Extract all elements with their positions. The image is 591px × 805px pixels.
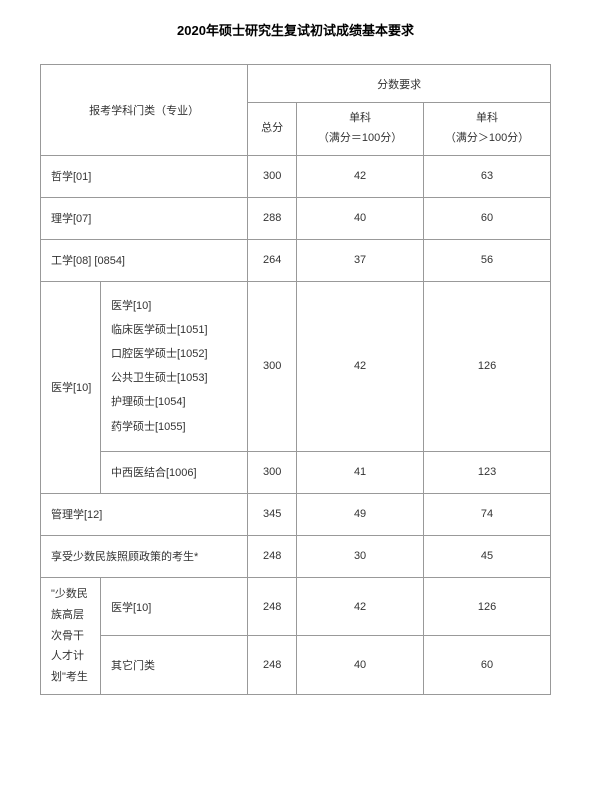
row-total: 300 [248,451,297,493]
row-s1: 42 [297,577,424,636]
row-total: 300 [248,281,297,451]
row-s2: 123 [424,451,551,493]
sublist-item: 公共卫生硕士[1053] [111,366,237,390]
row-total: 288 [248,197,297,239]
row-name: 医学[10] [101,577,248,636]
sublist-item: 临床医学硕士[1051] [111,318,237,342]
header-score-req: 分数要求 [248,65,551,103]
table-row: 医学[10] 医学[10] 临床医学硕士[1051] 口腔医学硕士[1052] … [41,281,551,451]
sublist-item: 口腔医学硕士[1052] [111,342,237,366]
row-s2: 126 [424,281,551,451]
row-total: 345 [248,493,297,535]
row-s2: 126 [424,577,551,636]
header-total-label: 总分 [256,119,288,139]
header-subject2-label: 单科 [432,109,542,129]
row-s1: 37 [297,239,424,281]
row-name: 管理学[12] [41,493,248,535]
row-s2: 45 [424,535,551,577]
row-s1: 41 [297,451,424,493]
row-sublist: 医学[10] 临床医学硕士[1051] 口腔医学硕士[1052] 公共卫生硕士[… [101,281,248,451]
row-s2: 60 [424,636,551,695]
row-total: 248 [248,535,297,577]
row-name: 享受少数民族照顾政策的考生* [41,535,248,577]
table-row: 理学[07] 288 40 60 [41,197,551,239]
row-s1: 42 [297,155,424,197]
row-s2: 74 [424,493,551,535]
row-name: 中西医结合[1006] [101,451,248,493]
row-total: 300 [248,155,297,197]
header-subject2-note: （满分＞100分） [432,129,542,149]
header-subject1: 单科 （满分＝100分） [297,103,424,156]
row-s1: 40 [297,197,424,239]
table-row: 哲学[01] 300 42 63 [41,155,551,197]
sublist-item: 护理硕士[1054] [111,390,237,414]
row-name: 理学[07] [41,197,248,239]
row-s1: 42 [297,281,424,451]
table-row: "少数民族高层次骨干人才计划"考生 医学[10] 248 42 126 [41,577,551,636]
row-s1: 30 [297,535,424,577]
header-subject1-note: （满分＝100分） [305,129,415,149]
row-total: 264 [248,239,297,281]
sublist-item: 医学[10] [111,294,237,318]
row-s2: 56 [424,239,551,281]
table-row: 管理学[12] 345 49 74 [41,493,551,535]
row-total: 248 [248,577,297,636]
header-category: 报考学科门类（专业） [41,65,248,156]
table-row: 其它门类 248 40 60 [41,636,551,695]
row-name: 工学[08] [0854] [41,239,248,281]
row-total: 248 [248,636,297,695]
page-title: 2020年硕士研究生复试初试成绩基本要求 [40,20,551,39]
row-name: 哲学[01] [41,155,248,197]
row-group: 医学[10] [41,281,101,493]
score-table: 报考学科门类（专业） 分数要求 总分 单科 （满分＝100分） 单科 （满分＞1… [40,64,551,695]
header-total: 总分 [248,103,297,156]
row-s1: 40 [297,636,424,695]
header-subject2: 单科 （满分＞100分） [424,103,551,156]
header-subject1-label: 单科 [305,109,415,129]
row-s2: 63 [424,155,551,197]
table-row: 中西医结合[1006] 300 41 123 [41,451,551,493]
table-row: 工学[08] [0854] 264 37 56 [41,239,551,281]
row-group: "少数民族高层次骨干人才计划"考生 [41,577,101,694]
row-s2: 60 [424,197,551,239]
row-name: 其它门类 [101,636,248,695]
row-s1: 49 [297,493,424,535]
sublist-item: 药学硕士[1055] [111,415,237,439]
table-row: 享受少数民族照顾政策的考生* 248 30 45 [41,535,551,577]
